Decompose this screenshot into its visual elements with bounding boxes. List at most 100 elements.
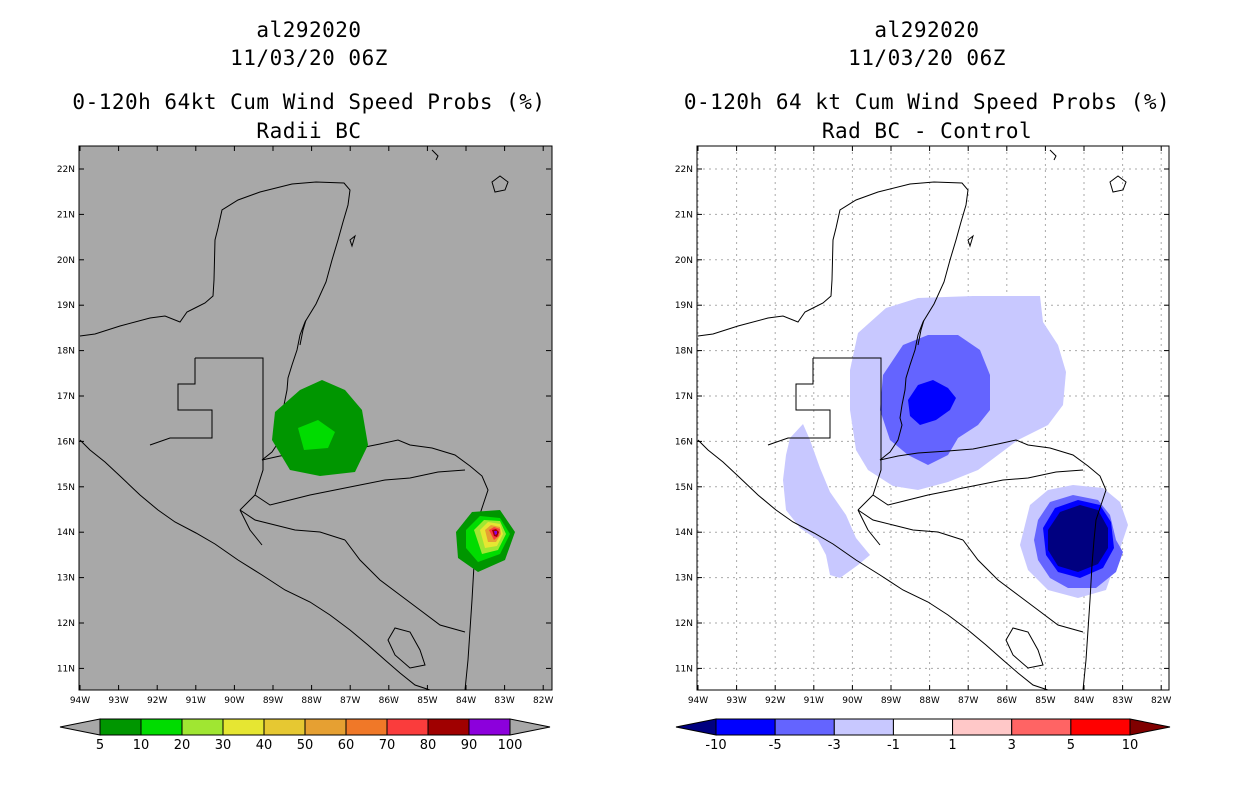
colorbar-label: 20 <box>174 738 191 753</box>
colorbar-segment <box>345 718 388 736</box>
lon-label: 94W <box>688 696 708 706</box>
lon-label: 85W <box>417 696 437 706</box>
lon-label: 87W <box>340 696 360 706</box>
colorbar-segment <box>222 718 265 736</box>
colorbar-segment <box>715 718 776 736</box>
colorbar-label: 3 <box>1008 738 1016 753</box>
lat-label: 17N <box>675 392 693 402</box>
lon-label: 91W <box>804 696 824 706</box>
colorbar-end-low <box>675 718 717 736</box>
lat-label: 14N <box>57 528 75 538</box>
colorbar-label: 100 <box>498 738 523 753</box>
colorbar-segment <box>892 718 954 736</box>
colorbar-end-high <box>509 718 551 736</box>
lat-label: 15N <box>57 483 75 493</box>
left-map-svg: 22N 21N 20N 19N 18N 17N 16N 15N 14N 13N 12N 11N 94W 9… <box>57 145 553 753</box>
product-title: 0-120h 64kt Cum Wind Speed Probs (%) <box>72 90 546 114</box>
colorbar-label: -10 <box>705 738 726 753</box>
probability-contours <box>272 380 515 572</box>
lon-label: 90W <box>224 696 244 706</box>
lat-label: 17N <box>57 392 75 402</box>
colorbar-segment <box>952 718 1013 736</box>
colorbar-label: 40 <box>256 738 273 753</box>
colorbar-segment <box>263 718 306 736</box>
colorbar-segment <box>304 718 347 736</box>
difference-contours <box>783 296 1128 598</box>
borders <box>767 357 1084 633</box>
lon-label: 85W <box>1035 696 1055 706</box>
colorbar: -10 -5 -3 -1 1 3 5 10 <box>675 718 1171 753</box>
lon-label: 88W <box>301 696 321 706</box>
lon-label: 91W <box>186 696 206 706</box>
lon-label: 83W <box>1112 696 1132 706</box>
colorbar-label: -5 <box>769 738 782 753</box>
lat-label: 19N <box>57 301 75 311</box>
lat-label: 11N <box>57 664 75 674</box>
lon-label: 86W <box>379 696 399 706</box>
lon-label: 87W <box>958 696 978 706</box>
lat-label: 22N <box>57 165 75 175</box>
left-panel: al292020 11/03/20 06Z 0-120h 64kt Cum Wi… <box>57 18 554 753</box>
colorbar-label: 90 <box>461 738 478 753</box>
colorbar-label: 30 <box>215 738 232 753</box>
right-map-svg: 22N 21N 20N 19N 18N 17N 16N 15N 14N 13N 12N 11N 94W 9… <box>675 145 1171 753</box>
colorbar-end-high <box>1129 718 1171 736</box>
colorbar-segment <box>1070 718 1131 736</box>
lon-label: 82W <box>533 696 553 706</box>
colorbar-segment <box>181 718 224 736</box>
product-title: 0-120h 64 kt Cum Wind Speed Probs (%) <box>683 90 1171 114</box>
lat-label: 15N <box>675 483 693 493</box>
axis-ticks: 22N 21N 20N 19N 18N 17N 16N 15N 14N 13N 12N 11N 94W 9… <box>675 146 1171 706</box>
colorbar-label: -3 <box>828 738 841 753</box>
lon-label: 88W <box>919 696 939 706</box>
colorbar-segment <box>427 718 470 736</box>
lat-label: 16N <box>675 437 693 447</box>
storm-id: al292020 <box>874 18 980 42</box>
lon-label: 83W <box>494 696 514 706</box>
colorbar-segment <box>140 718 183 736</box>
right-panel: al292020 11/03/20 06Z 0-120h 64 kt Cum W… <box>618 0 1236 800</box>
colorbar-segment <box>468 718 511 736</box>
lat-label: 20N <box>675 256 693 266</box>
colorbar-label: 80 <box>420 738 437 753</box>
lat-label: 18N <box>57 347 75 357</box>
colorbar-segment <box>833 718 894 736</box>
lon-label: 94W <box>70 696 90 706</box>
axis-ticks: 22N 21N 20N 19N 18N 17N 16N 15N 14N 13N 12N 11N 94W 9… <box>57 146 553 706</box>
lon-label: 90W <box>842 696 862 706</box>
lon-label: 89W <box>263 696 283 706</box>
lon-label: 84W <box>1074 696 1094 706</box>
colorbar-segment <box>386 718 429 736</box>
lat-label: 16N <box>57 437 75 447</box>
colorbar-end-low <box>59 718 101 736</box>
lat-label: 13N <box>675 574 693 584</box>
colorbar-label: 5 <box>96 738 104 753</box>
colorbar-label: 50 <box>297 738 314 753</box>
lat-label: 13N <box>57 574 75 584</box>
colorbar-label: 70 <box>379 738 396 753</box>
lat-label: 21N <box>675 210 693 220</box>
datetime: 11/03/20 06Z <box>230 46 388 70</box>
lon-label: 93W <box>726 696 746 706</box>
colorbar-label: 5 <box>1067 738 1075 753</box>
lat-label: 22N <box>675 165 693 175</box>
lat-label: 11N <box>675 664 693 674</box>
lat-label: 18N <box>675 347 693 357</box>
storm-id: al292020 <box>256 18 362 42</box>
lat-label: 20N <box>57 256 75 266</box>
lon-label: 93W <box>108 696 128 706</box>
subtitle: Radii BC <box>256 119 362 143</box>
colorbar-label: 10 <box>1122 738 1139 753</box>
datetime: 11/03/20 06Z <box>848 46 1006 70</box>
lat-label: 14N <box>675 528 693 538</box>
colorbar-label: 10 <box>133 738 150 753</box>
lat-label: 12N <box>675 619 693 629</box>
lat-label: 19N <box>675 301 693 311</box>
colorbar-segment <box>774 718 835 736</box>
lon-label: 89W <box>881 696 901 706</box>
lon-label: 92W <box>147 696 167 706</box>
lon-label: 82W <box>1151 696 1171 706</box>
subtitle: Rad BC - Control <box>821 119 1033 143</box>
borders <box>149 357 466 633</box>
colorbar-label: 60 <box>338 738 355 753</box>
